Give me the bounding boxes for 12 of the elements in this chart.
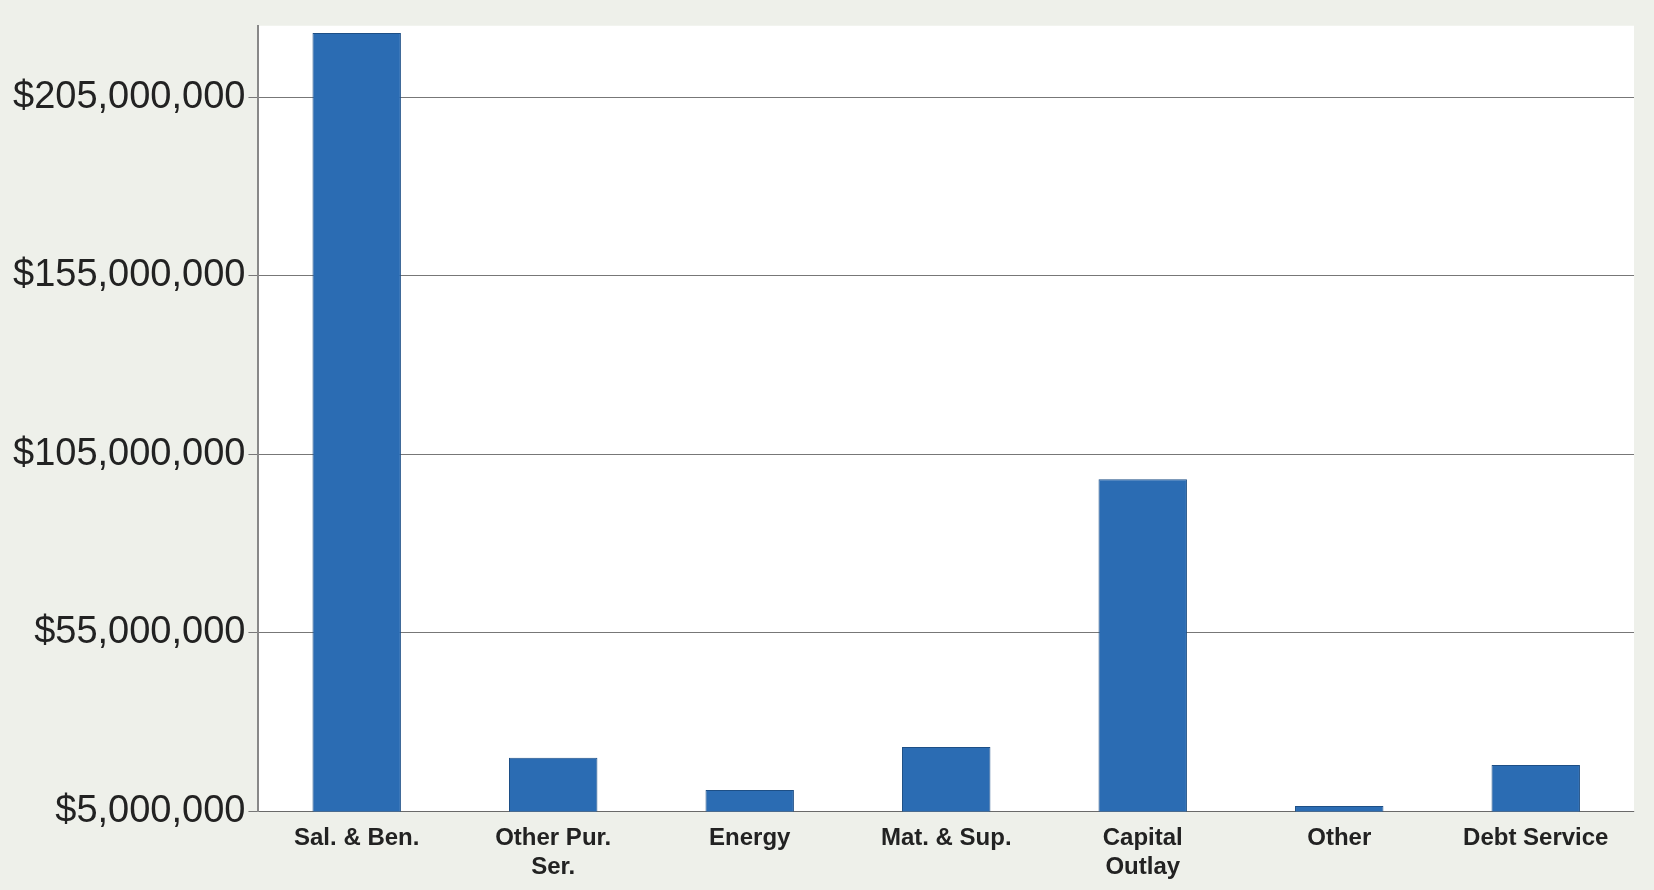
y-tick-label: $5,000,000 bbox=[55, 787, 246, 830]
y-tick-label: $155,000,000 bbox=[13, 252, 246, 295]
x-tick-label: Capital Outlay bbox=[1102, 823, 1183, 880]
y-tick-label: $205,000,000 bbox=[13, 73, 246, 116]
x-tick-label: Energy bbox=[709, 823, 792, 851]
x-tick-label: Sal. & Ben. bbox=[294, 823, 420, 851]
x-tick-label: Debt Service bbox=[1463, 823, 1609, 851]
x-tick-label: Other bbox=[1307, 823, 1372, 851]
x-tick-label: Other Pur. Ser. bbox=[495, 823, 612, 880]
y-tick-label: $105,000,000 bbox=[13, 430, 246, 473]
y-tick-label: $55,000,000 bbox=[34, 609, 246, 652]
x-tick-label: Mat. & Sup. bbox=[880, 823, 1012, 851]
